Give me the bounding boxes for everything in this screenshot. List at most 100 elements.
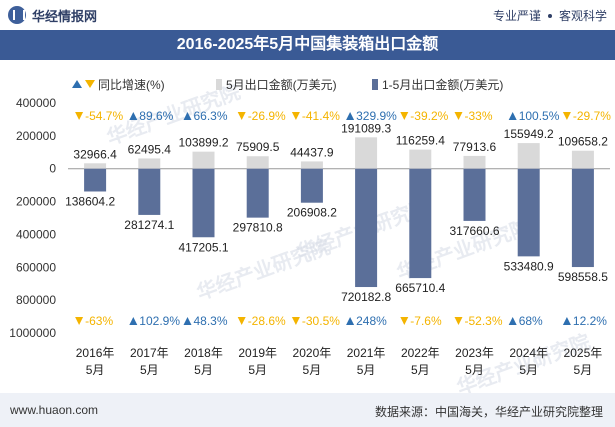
cumulative-bar	[138, 168, 161, 215]
cumulative-bar	[192, 168, 215, 238]
growth-may-label: -29.7%	[573, 109, 611, 123]
x-tick-label: 2018年	[184, 346, 223, 360]
cumulative-value-label: 533480.9	[504, 259, 554, 273]
growth-cumulative-up-icon	[183, 317, 192, 325]
header-tags: 专业严谨 客观科学	[493, 7, 607, 24]
brand-logo-icon	[8, 6, 26, 24]
growth-cumulative-down-icon	[454, 317, 463, 325]
x-tick-label-month: 5月	[465, 363, 484, 377]
cumulative-value-label: 138604.2	[65, 194, 115, 208]
tag-professional: 专业严谨	[492, 9, 541, 23]
growth-may-label: -39.2%	[410, 109, 448, 123]
x-tick-label-month: 5月	[140, 363, 159, 377]
growth-may-up-icon	[183, 112, 192, 120]
growth-may-label: 66.3%	[194, 109, 228, 123]
cumulative-value-label: 720182.8	[341, 290, 391, 304]
brand-name: 华经情报网	[32, 8, 98, 24]
y-tick-label: 400000	[16, 96, 56, 110]
growth-cumulative-label: 248%	[356, 314, 387, 328]
growth-may-down-icon	[75, 112, 84, 120]
tag-objective: 客观科学	[558, 9, 607, 23]
x-tick-label: 2020年	[293, 346, 332, 360]
x-tick-label: 2019年	[238, 346, 277, 360]
growth-cumulative-down-icon	[75, 317, 84, 325]
may-value-label: 44437.9	[290, 145, 334, 159]
may-value-label: 191089.3	[341, 121, 391, 135]
legend-may-label: 5月出口金额(万美元)	[226, 77, 337, 92]
x-tick-label: 2025年	[564, 346, 603, 360]
chart-title: 2016-2025年5月中国集装箱出口金额	[0, 30, 615, 60]
may-value-label: 155949.2	[504, 127, 554, 141]
growth-cumulative-up-icon	[346, 317, 355, 325]
growth-cumulative-label: 48.3%	[194, 314, 228, 328]
cumulative-value-label: 206908.2	[287, 206, 337, 220]
x-tick-label: 2016年	[76, 346, 115, 360]
may-value-label: 62495.4	[128, 142, 172, 156]
x-tick-label-month: 5月	[194, 363, 213, 377]
growth-may-up-icon	[129, 112, 138, 120]
y-tick-label: 0	[49, 162, 56, 176]
growth-cumulative-label: 68%	[519, 314, 543, 328]
growth-may-down-icon	[237, 112, 246, 120]
cumulative-bar	[409, 168, 432, 279]
may-bar	[355, 137, 378, 169]
x-tick-label: 2022年	[401, 346, 440, 360]
growth-cumulative-up-icon	[508, 317, 517, 325]
x-tick-label-month: 5月	[574, 363, 593, 377]
footer-website-link[interactable]: www.huaon.com	[10, 403, 99, 417]
x-tick-label: 2021年	[347, 346, 386, 360]
y-tick-label: 1000000	[9, 326, 56, 340]
legend-may-swatch	[216, 79, 222, 90]
x-tick-label-month: 5月	[411, 363, 430, 377]
x-tick-label-month: 5月	[86, 363, 105, 377]
growth-may-down-icon	[400, 112, 409, 120]
cumulative-bar	[300, 168, 323, 203]
growth-may-label: -41.4%	[302, 109, 340, 123]
may-bar	[409, 149, 432, 169]
growth-cumulative-label: -7.6%	[410, 314, 442, 328]
legend-growth-up-icon	[72, 80, 82, 88]
cumulative-bar	[517, 168, 540, 257]
may-value-label: 116259.4	[396, 134, 445, 148]
cumulative-bar	[571, 168, 594, 268]
growth-may-up-icon	[346, 112, 355, 120]
growth-cumulative-up-icon	[129, 317, 138, 325]
growth-cumulative-label: -63%	[85, 314, 113, 328]
y-tick-label: 200000	[16, 129, 56, 143]
may-value-label: 109658.2	[558, 135, 608, 149]
legend-growth-down-icon	[85, 80, 95, 88]
cumulative-value-label: 598558.5	[558, 270, 608, 284]
legend-growth-label: 同比增速(%)	[98, 78, 165, 92]
growth-may-up-icon	[508, 112, 517, 120]
y-tick-label: 400000	[16, 227, 56, 241]
cumulative-value-label: 417205.1	[178, 240, 228, 254]
top-bar: 华经情报网 专业严谨 客观科学	[0, 0, 615, 30]
brand[interactable]: 华经情报网	[8, 6, 97, 24]
growth-may-label: 100.5%	[519, 109, 560, 123]
x-tick-label: 2024年	[509, 346, 548, 360]
x-tick-label-month: 5月	[248, 363, 267, 377]
growth-cumulative-label: -28.6%	[248, 314, 286, 328]
growth-may-down-icon	[291, 112, 300, 120]
growth-may-label: -26.9%	[248, 109, 286, 123]
growth-cumulative-label: -52.3%	[465, 314, 503, 328]
legend-cumulative-label: 1-5月出口金额(万美元)	[382, 77, 503, 92]
cumulative-bar	[355, 168, 378, 288]
cumulative-value-label: 665710.4	[395, 281, 445, 295]
y-tick-label: 200000	[16, 195, 56, 209]
x-tick-label: 2023年	[455, 346, 494, 360]
may-bar	[517, 143, 540, 169]
may-value-label: 77913.6	[453, 140, 497, 154]
growth-cumulative-up-icon	[562, 317, 571, 325]
may-bar	[463, 155, 486, 169]
dot-separator-icon	[547, 13, 552, 18]
x-tick-label-month: 5月	[357, 363, 376, 377]
growth-may-label: 89.6%	[139, 109, 173, 123]
growth-cumulative-label: 12.2%	[573, 314, 607, 328]
may-bar	[138, 158, 161, 169]
may-bar	[246, 156, 269, 169]
may-bar	[192, 151, 215, 169]
may-value-label: 32966.4	[73, 147, 117, 161]
may-bar	[571, 150, 594, 169]
may-bar	[84, 163, 107, 169]
